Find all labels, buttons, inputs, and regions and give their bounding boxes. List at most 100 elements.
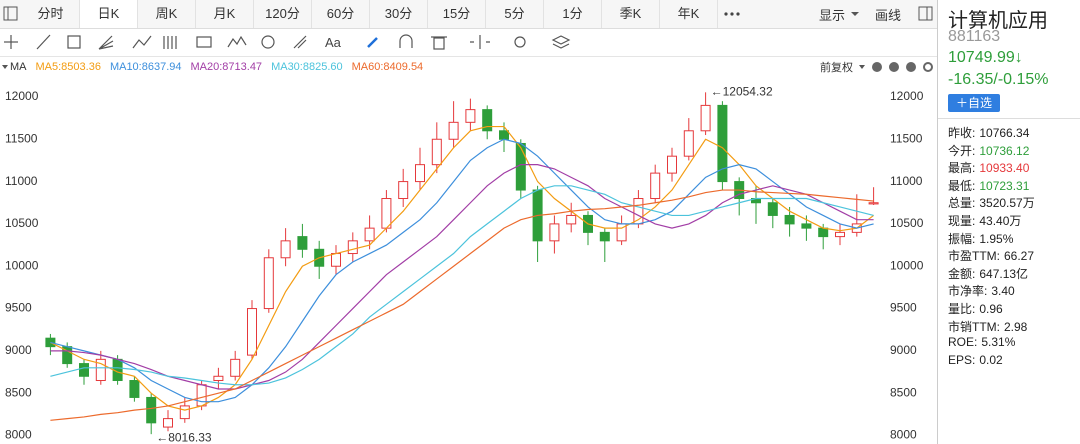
stat-value: 0.96 xyxy=(979,302,1003,316)
stat-row: 最高: 10933.40 xyxy=(948,159,1029,176)
bars-tool[interactable] xyxy=(163,36,177,49)
pen-tool[interactable] xyxy=(367,37,378,48)
move-tool[interactable] xyxy=(4,35,18,49)
delete-tool[interactable] xyxy=(431,36,447,50)
drawing-toolbar: Aa xyxy=(0,34,937,57)
sidebar-icon[interactable] xyxy=(917,0,937,28)
stat-row: 市盈TTM: 66.27 xyxy=(948,247,1034,264)
stat-row: 市净率: 3.40 xyxy=(948,282,1015,299)
legend-item: MA10:8637.94 xyxy=(109,61,182,73)
period-tab[interactable]: 周K xyxy=(138,0,196,28)
change: -16.35/-0.15% xyxy=(948,71,1049,88)
cycle-tool[interactable] xyxy=(261,35,275,49)
candle-body xyxy=(566,214,577,225)
extreme-label: ←8016.33 xyxy=(156,430,212,444)
candle-body xyxy=(818,227,829,238)
layers-tool[interactable] xyxy=(551,35,571,49)
stat-label: 昨收: xyxy=(948,126,976,140)
ma-line xyxy=(50,164,874,390)
period-tab[interactable]: 120分 xyxy=(254,0,312,28)
watchlist-button[interactable]: ＋自选 xyxy=(948,94,1000,112)
stat-value: 3520.57万 xyxy=(979,196,1035,211)
note-tool[interactable] xyxy=(196,36,212,48)
candle-body xyxy=(667,155,677,174)
stat-row: 总量: 3520.57万 xyxy=(948,194,1035,211)
period-tab[interactable]: 30分 xyxy=(370,0,428,28)
period-tab[interactable]: 季K xyxy=(602,0,660,28)
y-tick-label-right: 8000 xyxy=(890,428,917,442)
fan-tool[interactable] xyxy=(98,35,114,50)
candle-body xyxy=(230,358,241,377)
ma-label: MA xyxy=(10,61,27,73)
draw-menu[interactable]: 画线 xyxy=(874,7,901,23)
legend-item: MA5:8503.36 xyxy=(35,61,101,73)
candle-body xyxy=(79,363,89,377)
panel-icon[interactable] xyxy=(0,0,22,28)
period-tab[interactable]: 分时 xyxy=(22,0,80,28)
y-tick-label-right: 10500 xyxy=(890,216,924,230)
candle-body xyxy=(146,396,157,424)
candle-body xyxy=(196,384,207,407)
settings-tool[interactable] xyxy=(514,36,526,48)
stat-label: 总量: xyxy=(948,196,976,211)
pitch-tool[interactable] xyxy=(293,35,307,49)
text-tool[interactable]: Aa xyxy=(325,35,342,50)
y-tick-label-right: 11500 xyxy=(890,131,923,145)
y-tick-label: 10000 xyxy=(5,258,39,272)
stat-row: ROE: 5.31% xyxy=(948,335,1015,349)
period-tab[interactable]: 1分 xyxy=(544,0,602,28)
legend-item: MA20:8713.47 xyxy=(190,61,263,73)
candle-body xyxy=(95,358,106,382)
stat-row: 振幅: 1.95% xyxy=(948,230,1013,247)
period-tab[interactable]: 15分 xyxy=(428,0,486,28)
candle-body xyxy=(835,231,845,238)
rect-tool[interactable] xyxy=(67,35,81,49)
flip-tool[interactable] xyxy=(470,35,490,49)
dropdown-arrow xyxy=(850,12,859,16)
index-code: 881163 xyxy=(948,28,1001,45)
stat-label: 现量: xyxy=(948,214,976,228)
y-tick-label-right: 8500 xyxy=(890,385,917,399)
legend-arrow[interactable] xyxy=(0,58,10,76)
extreme-label: ←12054.32 xyxy=(711,85,773,99)
candle-body xyxy=(213,375,224,382)
stat-value: 66.27 xyxy=(1004,249,1035,264)
stat-row: 市销TTM: 2.98 xyxy=(948,318,1027,335)
stat-value: 5.31% xyxy=(981,335,1016,350)
period-tab[interactable]: 日K xyxy=(80,0,138,28)
wave-tool[interactable] xyxy=(132,35,152,49)
pattern-tool[interactable] xyxy=(227,35,247,48)
stat-label: 量比: xyxy=(948,302,976,316)
more-icon[interactable] xyxy=(718,0,748,28)
candle-body xyxy=(45,337,56,348)
y-tick-label: 10500 xyxy=(5,216,39,230)
candle-body xyxy=(650,172,661,200)
candle-body xyxy=(767,202,778,216)
candle-body xyxy=(163,418,173,428)
display-menu[interactable]: 显示 xyxy=(818,7,845,23)
candle-body xyxy=(465,109,476,123)
candle-body xyxy=(717,104,728,183)
candle-body xyxy=(129,380,140,398)
chart-controls[interactable] xyxy=(857,58,937,76)
candle-body xyxy=(364,227,375,242)
magnet-tool[interactable] xyxy=(399,34,413,48)
period-tab[interactable]: 5分 xyxy=(486,0,544,28)
candle-body xyxy=(499,130,509,140)
period-tab[interactable]: 60分 xyxy=(312,0,370,28)
stat-row: 今开: 10736.12 xyxy=(948,142,1029,159)
y-tick-label-right: 12000 xyxy=(890,89,924,103)
stat-row: 昨收: 10766.34 xyxy=(948,124,1029,141)
index-name: 计算机应用 xyxy=(948,10,1048,32)
y-tick-label-right: 11000 xyxy=(890,174,923,188)
adjust-menu[interactable]: 前复权 xyxy=(820,62,853,74)
stat-value: 647.13亿 xyxy=(979,266,1029,281)
divider xyxy=(938,118,1080,119)
period-tab[interactable]: 月K xyxy=(196,0,254,28)
candle-body xyxy=(431,138,442,166)
quote-panel: 计算机应用 881163 10749.99↓ -16.35/-0.15% ＋自选… xyxy=(937,0,1080,444)
period-tab[interactable]: 年K xyxy=(660,0,718,28)
candle-body xyxy=(700,104,711,132)
line-tool[interactable] xyxy=(36,34,51,50)
